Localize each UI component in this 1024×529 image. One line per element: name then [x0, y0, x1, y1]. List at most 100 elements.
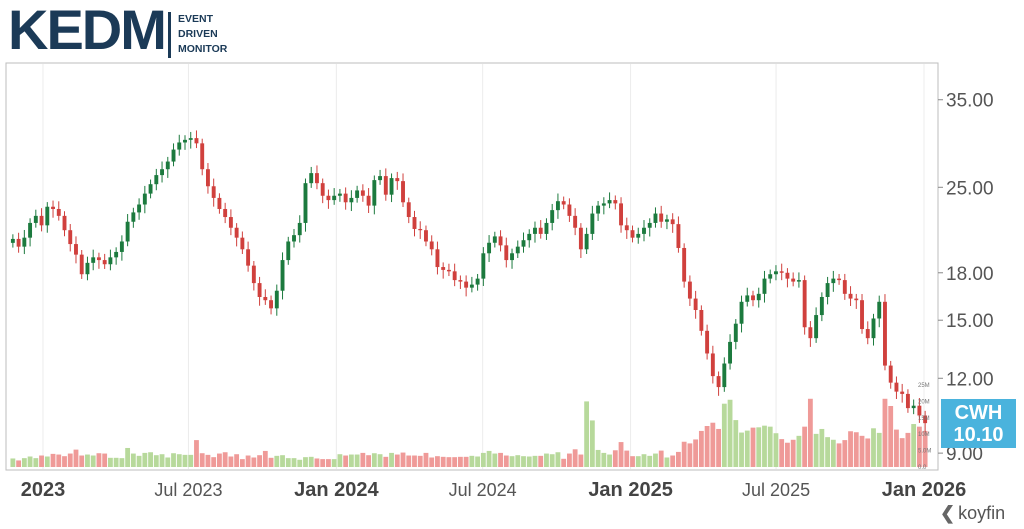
candle-body: [45, 206, 50, 226]
logo-tagline-line-1: EVENT: [178, 13, 214, 25]
volume-bar: [165, 457, 171, 467]
candle-body: [808, 327, 813, 339]
volume-bar: [630, 456, 635, 467]
candle-body: [102, 260, 107, 265]
volume-bar: [33, 458, 39, 467]
volume-bar: [475, 456, 481, 467]
candle-body: [205, 169, 210, 187]
volume-bar: [498, 452, 503, 467]
candle-body: [619, 203, 623, 226]
volume-bar: [457, 456, 463, 467]
candle-body: [315, 173, 319, 184]
candle-body: [573, 215, 578, 228]
candle-body: [68, 230, 73, 245]
candle-body: [567, 204, 572, 216]
volume-bar: [526, 456, 532, 467]
volume-bar: [107, 457, 113, 467]
candle-body: [504, 245, 509, 261]
volume-bar: [836, 443, 842, 467]
volume-bar: [899, 438, 905, 467]
volume-bar: [773, 433, 779, 467]
volume-tick-label: 5.0M: [918, 449, 931, 455]
x-tick-label: Jan 2024: [294, 479, 379, 501]
candle-body: [366, 195, 371, 206]
volume-bar: [589, 420, 595, 467]
candle-body: [498, 236, 503, 246]
volume-bar: [796, 435, 802, 467]
volume-bar: [859, 435, 865, 467]
volume-bar: [802, 426, 808, 467]
volume-bar: [417, 455, 423, 467]
volume-bar: [16, 460, 22, 467]
candle-body: [119, 241, 124, 252]
volume-bar: [463, 456, 469, 467]
volume-bar: [400, 452, 406, 467]
volume-bar: [911, 424, 917, 467]
candle-body: [200, 143, 205, 170]
volume-bar: [354, 454, 360, 467]
volume-bar: [739, 432, 744, 467]
volume-bar: [119, 458, 125, 467]
volume-bar: [142, 452, 148, 467]
candle-body: [165, 161, 170, 170]
candle-body: [550, 210, 555, 223]
volume-bar: [647, 455, 653, 467]
volume-bar: [44, 456, 50, 467]
volume-bar: [412, 455, 417, 467]
candle-body: [819, 296, 824, 316]
candle-body: [900, 391, 905, 394]
volume-bar: [785, 442, 790, 467]
volume-bar: [716, 428, 721, 467]
volume-bar: [383, 456, 389, 467]
x-tick-label: Jul 2024: [449, 480, 517, 500]
candle-body: [251, 265, 256, 284]
candle-body: [837, 278, 842, 281]
volume-bar: [894, 429, 899, 467]
candle-body: [676, 224, 681, 248]
volume-bar: [228, 456, 234, 467]
volume-bar: [320, 459, 326, 467]
candle-body: [860, 300, 864, 330]
candle-body: [154, 175, 159, 185]
volume-bar: [687, 443, 693, 467]
volume-bar: [584, 401, 590, 467]
volume-bar: [762, 425, 767, 467]
candle-body: [234, 227, 239, 238]
candle-body: [544, 222, 549, 234]
volume-bar: [848, 431, 853, 467]
candle-body: [446, 269, 451, 272]
candle-body: [79, 254, 84, 275]
volume-bar: [825, 437, 831, 467]
volume-bar: [830, 439, 836, 467]
candle-body: [303, 183, 308, 223]
volume-bar: [245, 455, 251, 467]
logo-divider: [168, 12, 171, 58]
candle-body: [378, 176, 383, 181]
volume-bar: [171, 453, 176, 467]
volume-bar: [136, 455, 142, 467]
volume-bar: [521, 456, 526, 467]
volume-bar: [297, 459, 303, 467]
volume-bar: [21, 458, 27, 467]
volume-bar: [251, 457, 257, 467]
volume-bar: [693, 439, 699, 467]
volume-bar: [744, 430, 750, 467]
candle-body: [406, 202, 411, 218]
volume-bar: [360, 452, 366, 467]
candle-body: [240, 237, 245, 250]
volume-tick-label: 25M: [918, 383, 930, 389]
price-tick-label: 9.00: [946, 444, 983, 465]
volume-bar: [291, 458, 297, 467]
volume-bar: [62, 456, 67, 467]
volume-bar: [188, 454, 194, 467]
volume-bar: [871, 428, 876, 467]
candle-body: [383, 176, 388, 195]
volume-bar: [544, 453, 549, 467]
volume-bar: [750, 427, 756, 467]
volume-bar: [601, 452, 607, 467]
candle-body: [263, 296, 268, 301]
volume-bar: [274, 455, 280, 467]
volume-bar: [205, 454, 211, 467]
volume-bar: [303, 457, 308, 467]
candle-body: [687, 281, 692, 299]
